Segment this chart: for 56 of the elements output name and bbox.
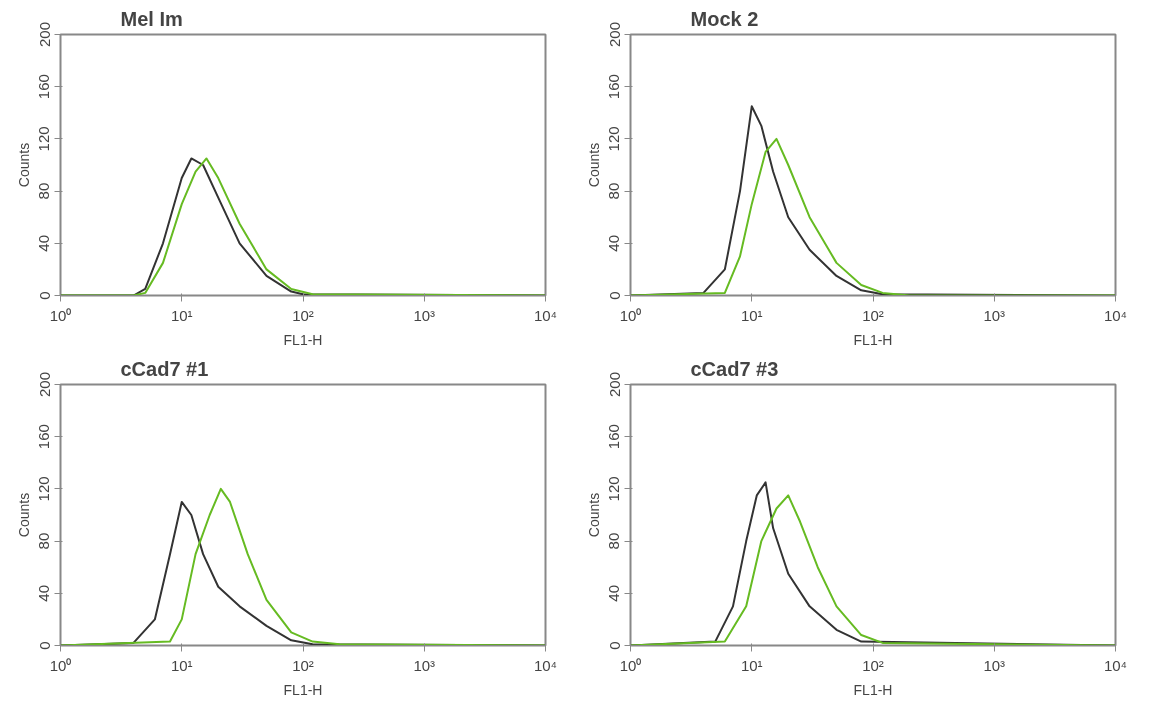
y-tick-label: 120 bbox=[35, 476, 53, 502]
y-tick-label: 160 bbox=[35, 424, 53, 450]
x-tick-label: 10⁰ bbox=[619, 306, 642, 324]
x-tick-label: 10⁴ bbox=[1103, 656, 1128, 674]
x-tick-label: 10⁴ bbox=[533, 656, 558, 674]
y-tick-label: 0 bbox=[35, 641, 53, 650]
x-tick-label: 10¹ bbox=[740, 656, 763, 674]
x-tick-label: 10³ bbox=[983, 656, 1006, 674]
y-tick-label: 0 bbox=[605, 291, 623, 300]
x-tick-label: 10² bbox=[862, 306, 884, 324]
y-tick-label: 160 bbox=[35, 74, 53, 100]
x-axis-title: FL1-H bbox=[283, 331, 323, 348]
y-axis-title: Counts bbox=[15, 142, 32, 188]
y-tick-label: 80 bbox=[605, 532, 623, 550]
x-tick-label: 10⁰ bbox=[49, 656, 72, 674]
x-tick-label: 10³ bbox=[983, 306, 1006, 324]
x-tick-label: 10² bbox=[292, 306, 314, 324]
y-tick-label: 40 bbox=[35, 234, 53, 252]
y-tick-label: 80 bbox=[35, 532, 53, 550]
chart-title: Mel Im bbox=[120, 7, 183, 30]
chart-title: Mock 2 bbox=[690, 7, 759, 30]
y-tick-label: 0 bbox=[35, 291, 53, 300]
x-tick-label: 10¹ bbox=[170, 656, 193, 674]
y-tick-label: 200 bbox=[605, 371, 623, 398]
y-axis-title: Counts bbox=[15, 492, 32, 538]
y-tick-label: 200 bbox=[605, 21, 623, 48]
y-tick-label: 160 bbox=[605, 424, 623, 450]
x-tick-label: 10⁰ bbox=[619, 656, 642, 674]
x-axis-title: FL1-H bbox=[853, 331, 893, 348]
x-tick-label: 10¹ bbox=[170, 306, 193, 324]
chart-title: cCad7 #3 bbox=[690, 357, 779, 380]
y-tick-label: 40 bbox=[605, 234, 623, 252]
y-axis-title: Counts bbox=[585, 492, 602, 538]
y-tick-label: 80 bbox=[35, 182, 53, 200]
x-tick-label: 10⁴ bbox=[1103, 306, 1128, 324]
chart-title: cCad7 #1 bbox=[120, 357, 209, 380]
x-tick-label: 10¹ bbox=[740, 306, 763, 324]
y-tick-label: 200 bbox=[35, 21, 53, 48]
x-tick-label: 10³ bbox=[413, 306, 436, 324]
x-tick-label: 10³ bbox=[413, 656, 436, 674]
y-tick-label: 40 bbox=[605, 584, 623, 602]
x-tick-label: 10⁰ bbox=[49, 306, 72, 324]
y-tick-label: 120 bbox=[605, 476, 623, 502]
y-axis-title: Counts bbox=[585, 142, 602, 188]
x-tick-label: 10² bbox=[862, 656, 884, 674]
y-tick-label: 200 bbox=[35, 371, 53, 398]
x-tick-label: 10² bbox=[292, 656, 314, 674]
y-tick-label: 120 bbox=[605, 126, 623, 152]
x-axis-title: FL1-H bbox=[283, 681, 323, 698]
x-axis-title: FL1-H bbox=[853, 681, 893, 698]
y-tick-label: 160 bbox=[605, 74, 623, 100]
y-tick-label: 0 bbox=[605, 641, 623, 650]
y-tick-label: 40 bbox=[35, 584, 53, 602]
y-tick-label: 80 bbox=[605, 182, 623, 200]
x-tick-label: 10⁴ bbox=[533, 306, 558, 324]
y-tick-label: 120 bbox=[35, 126, 53, 152]
